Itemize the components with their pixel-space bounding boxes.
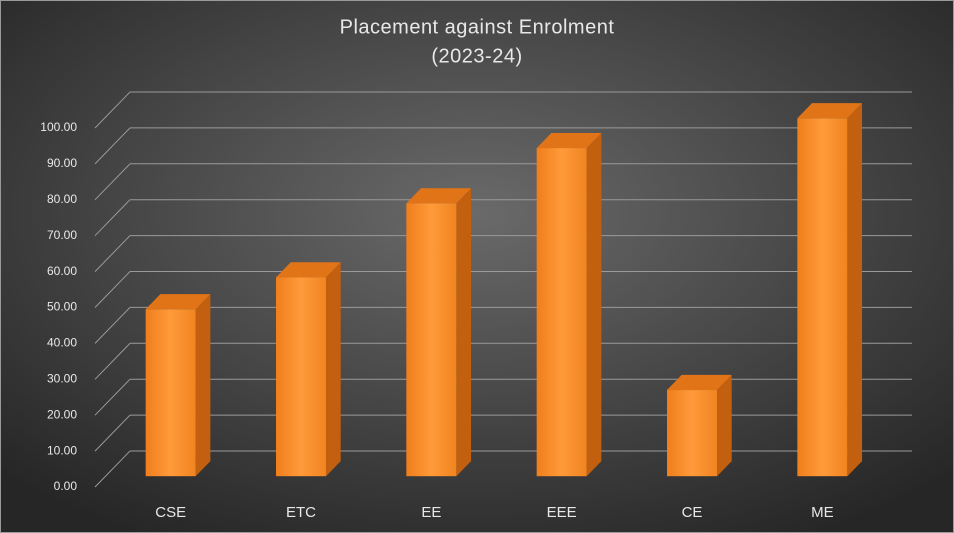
y-tick-label: 100.00 (40, 120, 77, 134)
bar (797, 118, 848, 477)
y-tick-label: 50.00 (47, 300, 77, 314)
grid-line-depth (94, 271, 131, 308)
bar (536, 148, 587, 477)
grid-line-depth (94, 235, 131, 272)
y-tick-label: 40.00 (47, 336, 77, 350)
bar-side (456, 188, 472, 477)
bar (406, 203, 457, 477)
bar-top (406, 188, 472, 204)
bar-top (145, 294, 211, 310)
bar (667, 390, 717, 477)
bar (276, 277, 326, 477)
y-tick-label: 80.00 (47, 192, 77, 206)
y-tick-label: 20.00 (47, 407, 77, 421)
bar-top (797, 103, 863, 119)
bar-side (586, 132, 602, 477)
y-tick-label: 30.00 (47, 371, 77, 385)
grid-line-depth (94, 378, 131, 416)
y-tick-label: 70.00 (47, 228, 77, 242)
grid-line-depth (94, 199, 131, 237)
chart-title: Placement against Enrolment (340, 16, 615, 38)
bar-side (195, 294, 211, 477)
bar-top (276, 262, 341, 278)
y-tick-label: 60.00 (47, 264, 77, 278)
grid-line-depth (94, 342, 131, 380)
grid-line-depth (94, 127, 131, 165)
grid-line-depth (94, 91, 131, 129)
x-tick-label: ETC (286, 504, 316, 521)
bar-side (717, 374, 732, 477)
x-tick-label: EEE (547, 504, 577, 521)
y-tick-label: 10.00 (47, 443, 77, 457)
y-tick-label: 0.00 (54, 479, 78, 493)
chart-subtitle: (2023-24) (431, 45, 522, 67)
bar-top (536, 132, 602, 149)
bar-side (326, 262, 341, 477)
grid-line-depth (94, 450, 131, 488)
grid-line-depth (94, 307, 131, 344)
x-tick-label: EE (421, 504, 441, 521)
x-tick-label: CSE (155, 504, 186, 521)
y-tick-label: 90.00 (47, 156, 77, 170)
bar (145, 309, 196, 477)
grid-line-depth (94, 414, 131, 452)
x-tick-label: ME (811, 504, 834, 521)
grid-line-depth (94, 163, 131, 201)
bar-side (847, 103, 863, 477)
bar-top (667, 374, 732, 391)
x-tick-label: CE (682, 504, 703, 521)
